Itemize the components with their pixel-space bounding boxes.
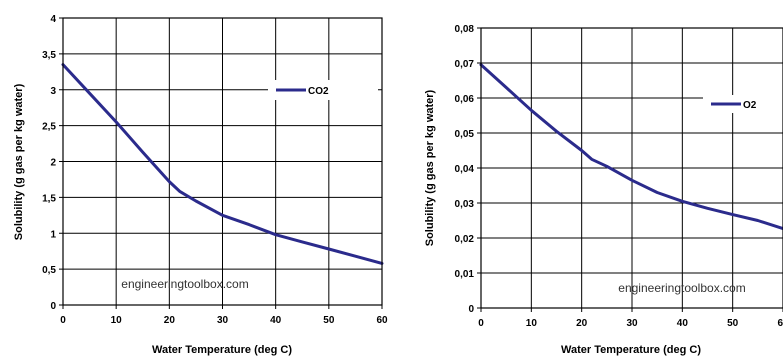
y-tick-label: 1,5 <box>42 193 56 204</box>
x-tick-label: 10 <box>111 315 123 326</box>
x-tick-label: 20 <box>576 318 588 329</box>
x-tick-label: 50 <box>323 315 335 326</box>
legend-label: O2 <box>743 100 757 111</box>
y-tick-label: 1 <box>50 229 56 240</box>
y-tick-label: 3 <box>50 86 56 97</box>
x-tick-label: 60 <box>777 318 783 329</box>
legend: O2 <box>703 95 783 113</box>
watermark-text: engineeringtoolbox.com <box>618 281 745 295</box>
y-tick-label: 0,08 <box>455 24 475 35</box>
y-axis-title: Solubility (g gas per kg water) <box>424 89 436 246</box>
y-tick-label: 0 <box>50 301 56 312</box>
y-tick-label: 0,07 <box>455 59 475 70</box>
x-tick-label: 60 <box>376 315 388 326</box>
chart-2: 0 10 20 30 40 50 60 0 0,01 0,02 0,03 0,04 0,05 0,06 0,… <box>424 24 783 356</box>
x-axis-title: Water Temperature (deg C) <box>561 344 701 356</box>
legend: CO2 <box>268 80 378 100</box>
x-axis-title: Water Temperature (deg C) <box>152 344 292 356</box>
y-tick-label: 0,05 <box>455 129 475 140</box>
x-tick-label: 10 <box>526 318 538 329</box>
x-tick-label: 30 <box>217 315 229 326</box>
y-tick-label: 0,03 <box>455 199 475 210</box>
legend-box <box>268 80 378 100</box>
x-tick-label: 0 <box>478 318 484 329</box>
y-tick-label: 0,06 <box>455 94 475 105</box>
legend-box <box>703 95 783 113</box>
y-tick-label: 4 <box>50 14 56 25</box>
plot-border <box>62 17 383 306</box>
y-tick-label: 0,04 <box>455 164 475 175</box>
y-tick-label: 0,01 <box>455 269 475 280</box>
legend-label: CO2 <box>308 86 329 97</box>
series-line-o2 <box>479 63 783 231</box>
x-tick-label: 0 <box>60 315 66 326</box>
y-tick-label: 0,5 <box>42 265 56 276</box>
chart-1: 0 10 20 30 40 50 60 0 0,5 1 1,5 2 2,5 3 3,5 4 engineerin… <box>13 14 388 356</box>
x-tick-label: 40 <box>677 318 689 329</box>
y-tick-label: 0,02 <box>455 234 475 245</box>
y-tick-label: 0 <box>468 304 474 315</box>
x-tick-label: 40 <box>270 315 282 326</box>
series-line-co2 <box>61 63 384 265</box>
plot-border <box>480 27 783 309</box>
y-tick-label: 2 <box>50 158 56 169</box>
x-tick-label: 30 <box>626 318 638 329</box>
x-tick-label: 50 <box>727 318 739 329</box>
y-tick-label: 3,5 <box>42 50 56 61</box>
x-tick-label: 20 <box>164 315 176 326</box>
y-tick-label: 2,5 <box>42 122 56 133</box>
y-axis-title: Solubility (g gas per kg water) <box>13 83 25 240</box>
watermark-text: engineeringtoolbox.com <box>121 277 248 291</box>
